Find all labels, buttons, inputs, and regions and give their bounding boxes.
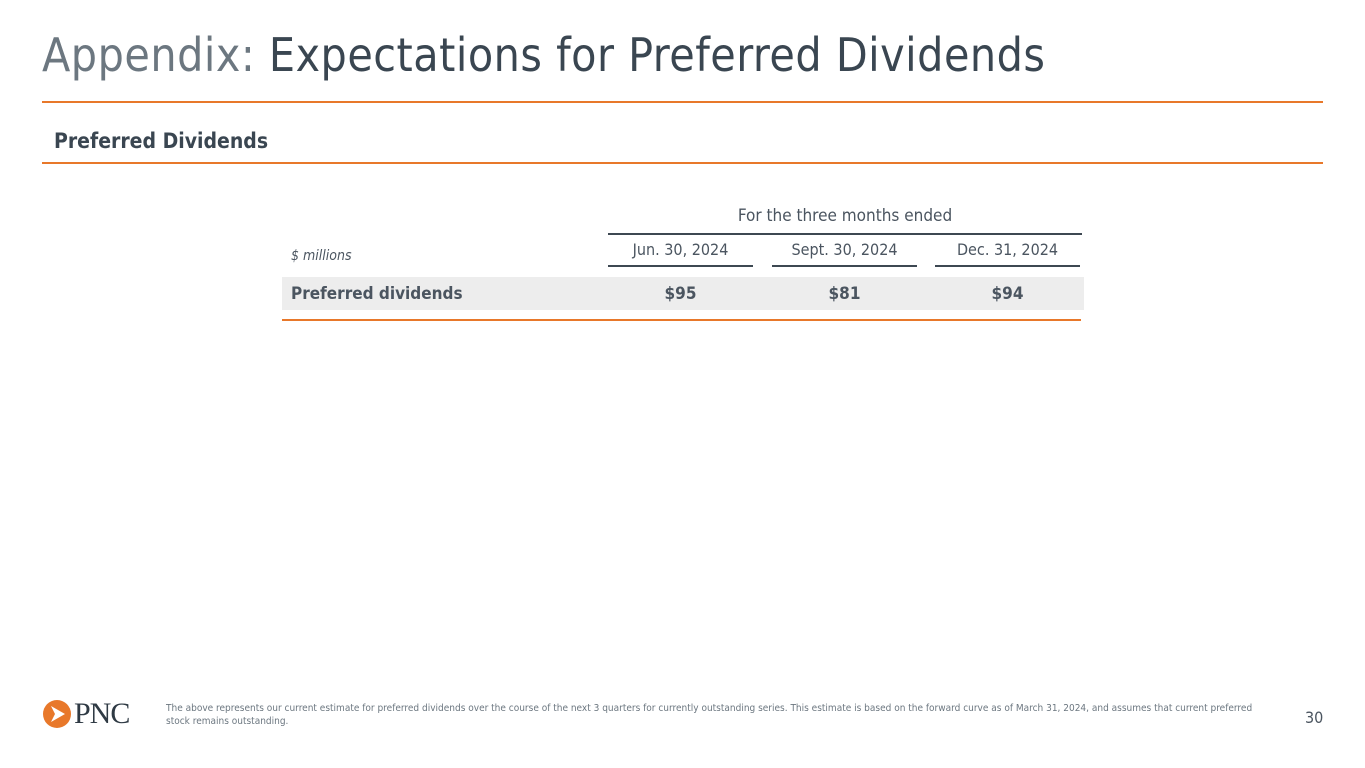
footnote: The above represents our current estimat… bbox=[166, 703, 1253, 727]
section-title: Preferred Dividends bbox=[54, 129, 269, 153]
table-cell: $95 bbox=[664, 284, 697, 304]
table-cell: $81 bbox=[828, 284, 861, 304]
column-header: Sept. 30, 2024 bbox=[772, 240, 917, 267]
row-label: Preferred dividends bbox=[291, 284, 463, 304]
unit-label: $ millions bbox=[291, 248, 352, 264]
section-divider bbox=[42, 162, 1323, 164]
table-row bbox=[282, 277, 1084, 310]
pnc-logo: PNC bbox=[42, 697, 130, 731]
pnc-logo-icon bbox=[43, 700, 71, 728]
column-header: Dec. 31, 2024 bbox=[935, 240, 1080, 267]
table-cell: $94 bbox=[991, 284, 1024, 304]
group-header: For the three months ended bbox=[608, 206, 1082, 235]
column-header: Jun. 30, 2024 bbox=[608, 240, 753, 267]
page-number: 30 bbox=[1305, 708, 1324, 727]
title-divider bbox=[42, 101, 1323, 103]
table-bottom-rule bbox=[282, 319, 1081, 321]
page-title: Appendix: Expectations for Preferred Div… bbox=[42, 28, 1046, 82]
